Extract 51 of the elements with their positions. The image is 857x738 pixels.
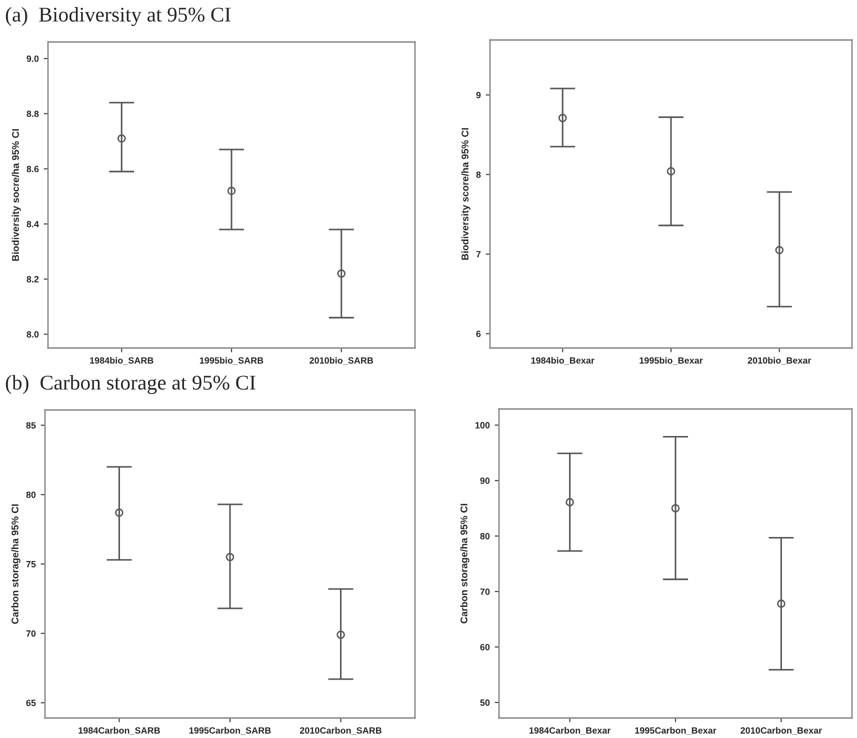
y-tick-label: 8.8 xyxy=(26,110,39,118)
y-tick-label: 80 xyxy=(26,492,36,498)
y-tick-label: 70 xyxy=(26,630,36,637)
point xyxy=(337,269,346,278)
chart-title: (b) Carbon storage at 95% CI xyxy=(6,375,256,394)
y-tick-label: 90 xyxy=(480,478,490,484)
point xyxy=(336,630,345,639)
y-tick-label: 80 xyxy=(480,533,490,540)
point xyxy=(115,508,124,517)
point xyxy=(775,246,784,254)
x-tick-label: 1984Carbon_SARB xyxy=(78,727,160,735)
point xyxy=(777,600,786,608)
y-tick-label: 75 xyxy=(26,561,36,568)
y-tick-label: 50 xyxy=(480,699,490,706)
x-tick-label: 1984bio_SARB xyxy=(90,357,154,365)
y-tick-label: 8.2 xyxy=(26,276,39,282)
x-tick-label: 1995bio_SARB xyxy=(200,357,264,365)
y-tick-label: 8.0 xyxy=(26,331,39,338)
y-tick-label: 8.6 xyxy=(26,166,39,172)
y-tick-label: 8 xyxy=(476,171,481,178)
x-tick-label: 1995Carbon_Bexar xyxy=(635,727,716,735)
y-axis-title: Carbon storage/ha 95% CI xyxy=(11,504,20,624)
y-axis-title: Biodiversity score/ha 95% CI xyxy=(461,128,470,260)
y-tick-label: 6 xyxy=(476,330,481,338)
x-tick-label: 2010Carbon_SARB xyxy=(300,727,382,735)
x-tick-label: 1984bio_Bexar xyxy=(531,357,594,365)
y-tick-label: 65 xyxy=(26,700,36,706)
point xyxy=(226,552,234,562)
x-tick-label: 2010bio_SARB xyxy=(310,357,374,365)
y-axis-title: Carbon storage/ha 95% CI xyxy=(460,504,470,624)
y-tick-label: 8.4 xyxy=(26,220,39,228)
x-tick-label: 1984Carbon_Bexar xyxy=(529,727,611,735)
y-tick-label: 9.0 xyxy=(26,56,39,62)
chart-title: (a) Biodiversity at 95% CI xyxy=(6,7,230,26)
x-tick-label: 2010bio_Bexar xyxy=(748,357,812,365)
y-axis-title: Biodiversity socre/ha 95% CI xyxy=(12,129,21,261)
x-tick-label: 1995bio_Bexar xyxy=(640,357,703,365)
y-tick-label: 7 xyxy=(476,251,481,258)
point xyxy=(117,134,126,143)
y-tick-label: 100 xyxy=(475,422,490,428)
y-tick-label: 85 xyxy=(26,422,36,429)
y-tick-label: 60 xyxy=(480,644,490,650)
y-tick-label: 70 xyxy=(480,588,490,595)
x-tick-label: 2010Carbon_Bexar xyxy=(740,727,822,735)
point xyxy=(666,167,676,176)
x-tick-label: 1995Carbon_SARB xyxy=(189,727,271,735)
point xyxy=(566,498,574,506)
point xyxy=(558,114,567,122)
point xyxy=(671,504,680,512)
point xyxy=(227,186,236,196)
y-tick-label: 9 xyxy=(476,92,481,98)
